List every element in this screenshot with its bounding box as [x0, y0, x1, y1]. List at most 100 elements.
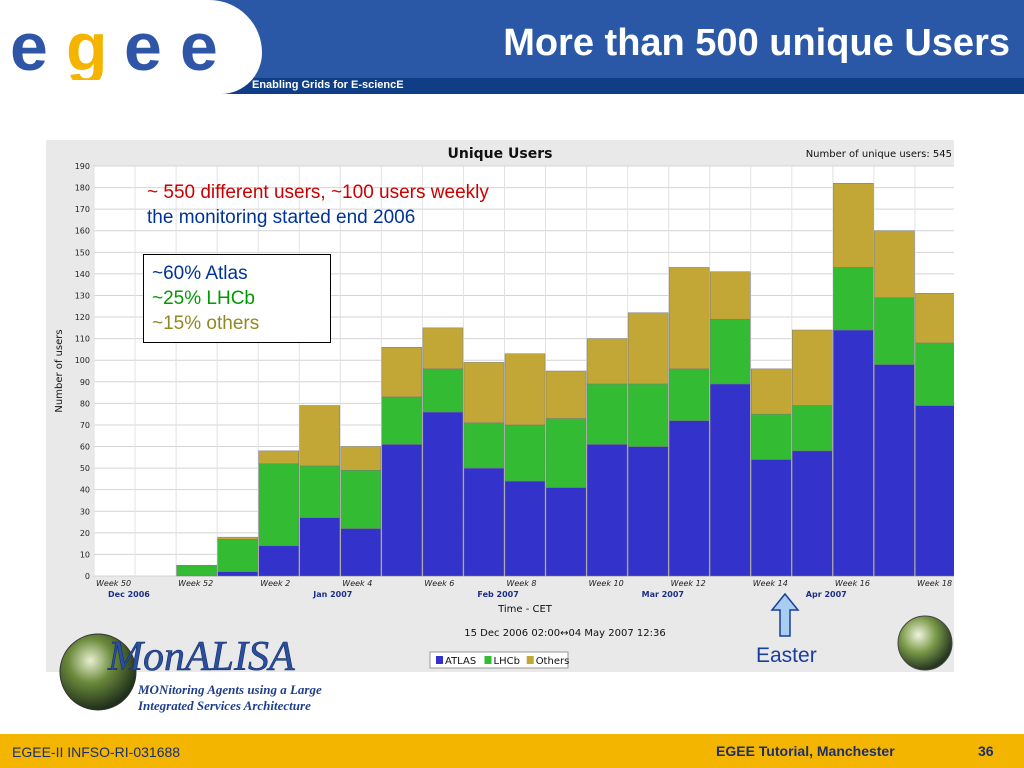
bar-lhcb-17 [792, 405, 833, 452]
bar-lhcb-3 [217, 539, 258, 572]
x-tick-label-month: Dec 2006 [108, 590, 150, 599]
legend-label-lhcb: LHCb [494, 656, 520, 667]
bar-lhcb-16 [751, 413, 792, 460]
x-tick-label-week: Week 4 [342, 579, 372, 588]
bar-others-14 [668, 267, 710, 370]
slide-header: e g e e More than 500 unique Users Enabl… [0, 0, 1024, 96]
chart-title: Unique Users [448, 146, 553, 162]
bar-others-3 [217, 536, 258, 540]
bar-others-10 [504, 353, 546, 426]
x-tick-label-month: Jan 2007 [312, 590, 352, 599]
bar-others-17 [792, 329, 833, 406]
bar-atlas-16 [751, 459, 792, 577]
bar-lhcb-19 [874, 297, 915, 365]
bar-lhcb-18 [833, 267, 874, 331]
bar-lhcb-20 [915, 342, 954, 406]
x-tick-label-month: Feb 2007 [477, 590, 518, 599]
slide-title: More than 500 unique Users [503, 22, 1010, 64]
bar-lhcb-12 [586, 383, 628, 445]
egee-logo: e g e e [10, 14, 218, 80]
atlas-share: ~60% Atlas [152, 263, 248, 284]
legend-label-others: Others [536, 656, 570, 667]
summary-line-2: the monitoring started end 2006 [147, 207, 416, 228]
bar-others-11 [545, 370, 587, 419]
stacked-bar-chart: Unique Users Number of unique users: 545 0… [54, 146, 954, 669]
y-tick-label: 130 [75, 291, 90, 300]
footer-event: EGEE Tutorial, Manchester [716, 743, 895, 759]
chart-subtitle: Number of unique users: 545 [806, 149, 952, 160]
bar-atlas-13 [627, 446, 669, 577]
bar-lhcb-5 [299, 465, 341, 518]
y-tick-label: 160 [75, 227, 90, 236]
y-tick-label: 80 [80, 399, 90, 408]
y-tick-label: 10 [80, 550, 90, 559]
bar-others-18 [833, 183, 874, 268]
share-callout: ~60% Atlas ~25% LHCb ~15% others [143, 254, 331, 343]
y-tick-label: 0 [85, 572, 90, 581]
bar-lhcb-11 [545, 418, 587, 488]
bar-atlas-9 [463, 467, 505, 577]
y-tick-label: 110 [75, 335, 90, 344]
legend-swatch-others [526, 656, 534, 664]
y-tick-label: 140 [75, 270, 90, 279]
bar-atlas-8 [422, 411, 464, 577]
bar-lhcb-14 [668, 368, 710, 421]
bar-lhcb-8 [422, 368, 464, 413]
summary-callout: ~ 550 different users, ~100 users weekly… [147, 180, 489, 230]
bar-atlas-15 [709, 383, 751, 577]
lhcb-share: ~25% LHCb [152, 288, 255, 309]
legend-swatch-lhcb [484, 656, 492, 664]
svg-text:e: e [180, 14, 218, 80]
y-tick-label: 90 [80, 378, 90, 387]
x-tick-label-week: Week 50 [96, 579, 131, 588]
monalisa-name: MonALISA [107, 634, 295, 680]
y-tick-label: 20 [80, 529, 90, 538]
x-tick-label-week: Week 18 [917, 579, 952, 588]
bar-others-20 [915, 293, 954, 344]
bar-others-8 [422, 327, 464, 370]
svg-text:g: g [66, 14, 108, 80]
bar-lhcb-15 [709, 318, 751, 385]
y-tick-label: 60 [80, 443, 90, 452]
x-tick-label-week: Week 12 [671, 579, 706, 588]
x-tick-label-week: Week 16 [835, 579, 870, 588]
bar-others-9 [463, 362, 505, 424]
time-range-label: 15 Dec 2006 02:00↔04 May 2007 12:36 [464, 628, 665, 639]
slide-footer: EGEE-II INFSO-RI-031688 EGEE Tutorial, M… [0, 734, 1024, 768]
bar-others-7 [381, 347, 423, 398]
bar-atlas-4 [258, 545, 299, 577]
header-bar [178, 0, 1024, 78]
bar-atlas-11 [545, 487, 587, 577]
bar-others-13 [627, 312, 669, 385]
y-tick-label: 180 [75, 184, 90, 193]
bar-atlas-18 [833, 329, 874, 577]
bar-atlas-17 [792, 450, 833, 577]
logo-background [0, 0, 262, 94]
y-tick-label: 40 [80, 486, 90, 495]
svg-text:e: e [10, 14, 48, 80]
y-tick-label: 170 [75, 205, 90, 214]
bar-lhcb-10 [504, 424, 546, 482]
header-subbar [178, 78, 1024, 94]
bar-lhcb-7 [381, 396, 423, 445]
x-axis-label: Time - CET [497, 604, 553, 615]
others-share: ~15% others [152, 313, 260, 334]
bar-others-5 [299, 405, 341, 467]
monalisa-logo: MonALISA MONitoring Agents using a Large… [59, 633, 322, 713]
legend-swatch-atlas [436, 656, 443, 664]
bar-atlas-19 [874, 364, 915, 577]
monalisa-line-2: Integrated Services Architecture [137, 698, 311, 713]
footer-project-id: EGEE-II INFSO-RI-031688 [12, 744, 181, 760]
y-tick-label: 100 [75, 356, 90, 365]
y-tick-label: 150 [75, 248, 90, 257]
x-tick-label-week: Week 6 [424, 579, 454, 588]
bar-atlas-7 [381, 444, 423, 577]
bar-atlas-5 [299, 517, 341, 577]
up-arrow-icon [770, 592, 800, 637]
y-axis-label: Number of users [54, 329, 65, 412]
x-tick-label-month: Apr 2007 [806, 590, 847, 599]
chart-area: Unique Users Number of unique users: 545 0… [46, 140, 954, 672]
globe-icon [897, 615, 953, 671]
bar-lhcb-9 [463, 422, 505, 469]
x-tick-label-week: Week 2 [260, 579, 290, 588]
